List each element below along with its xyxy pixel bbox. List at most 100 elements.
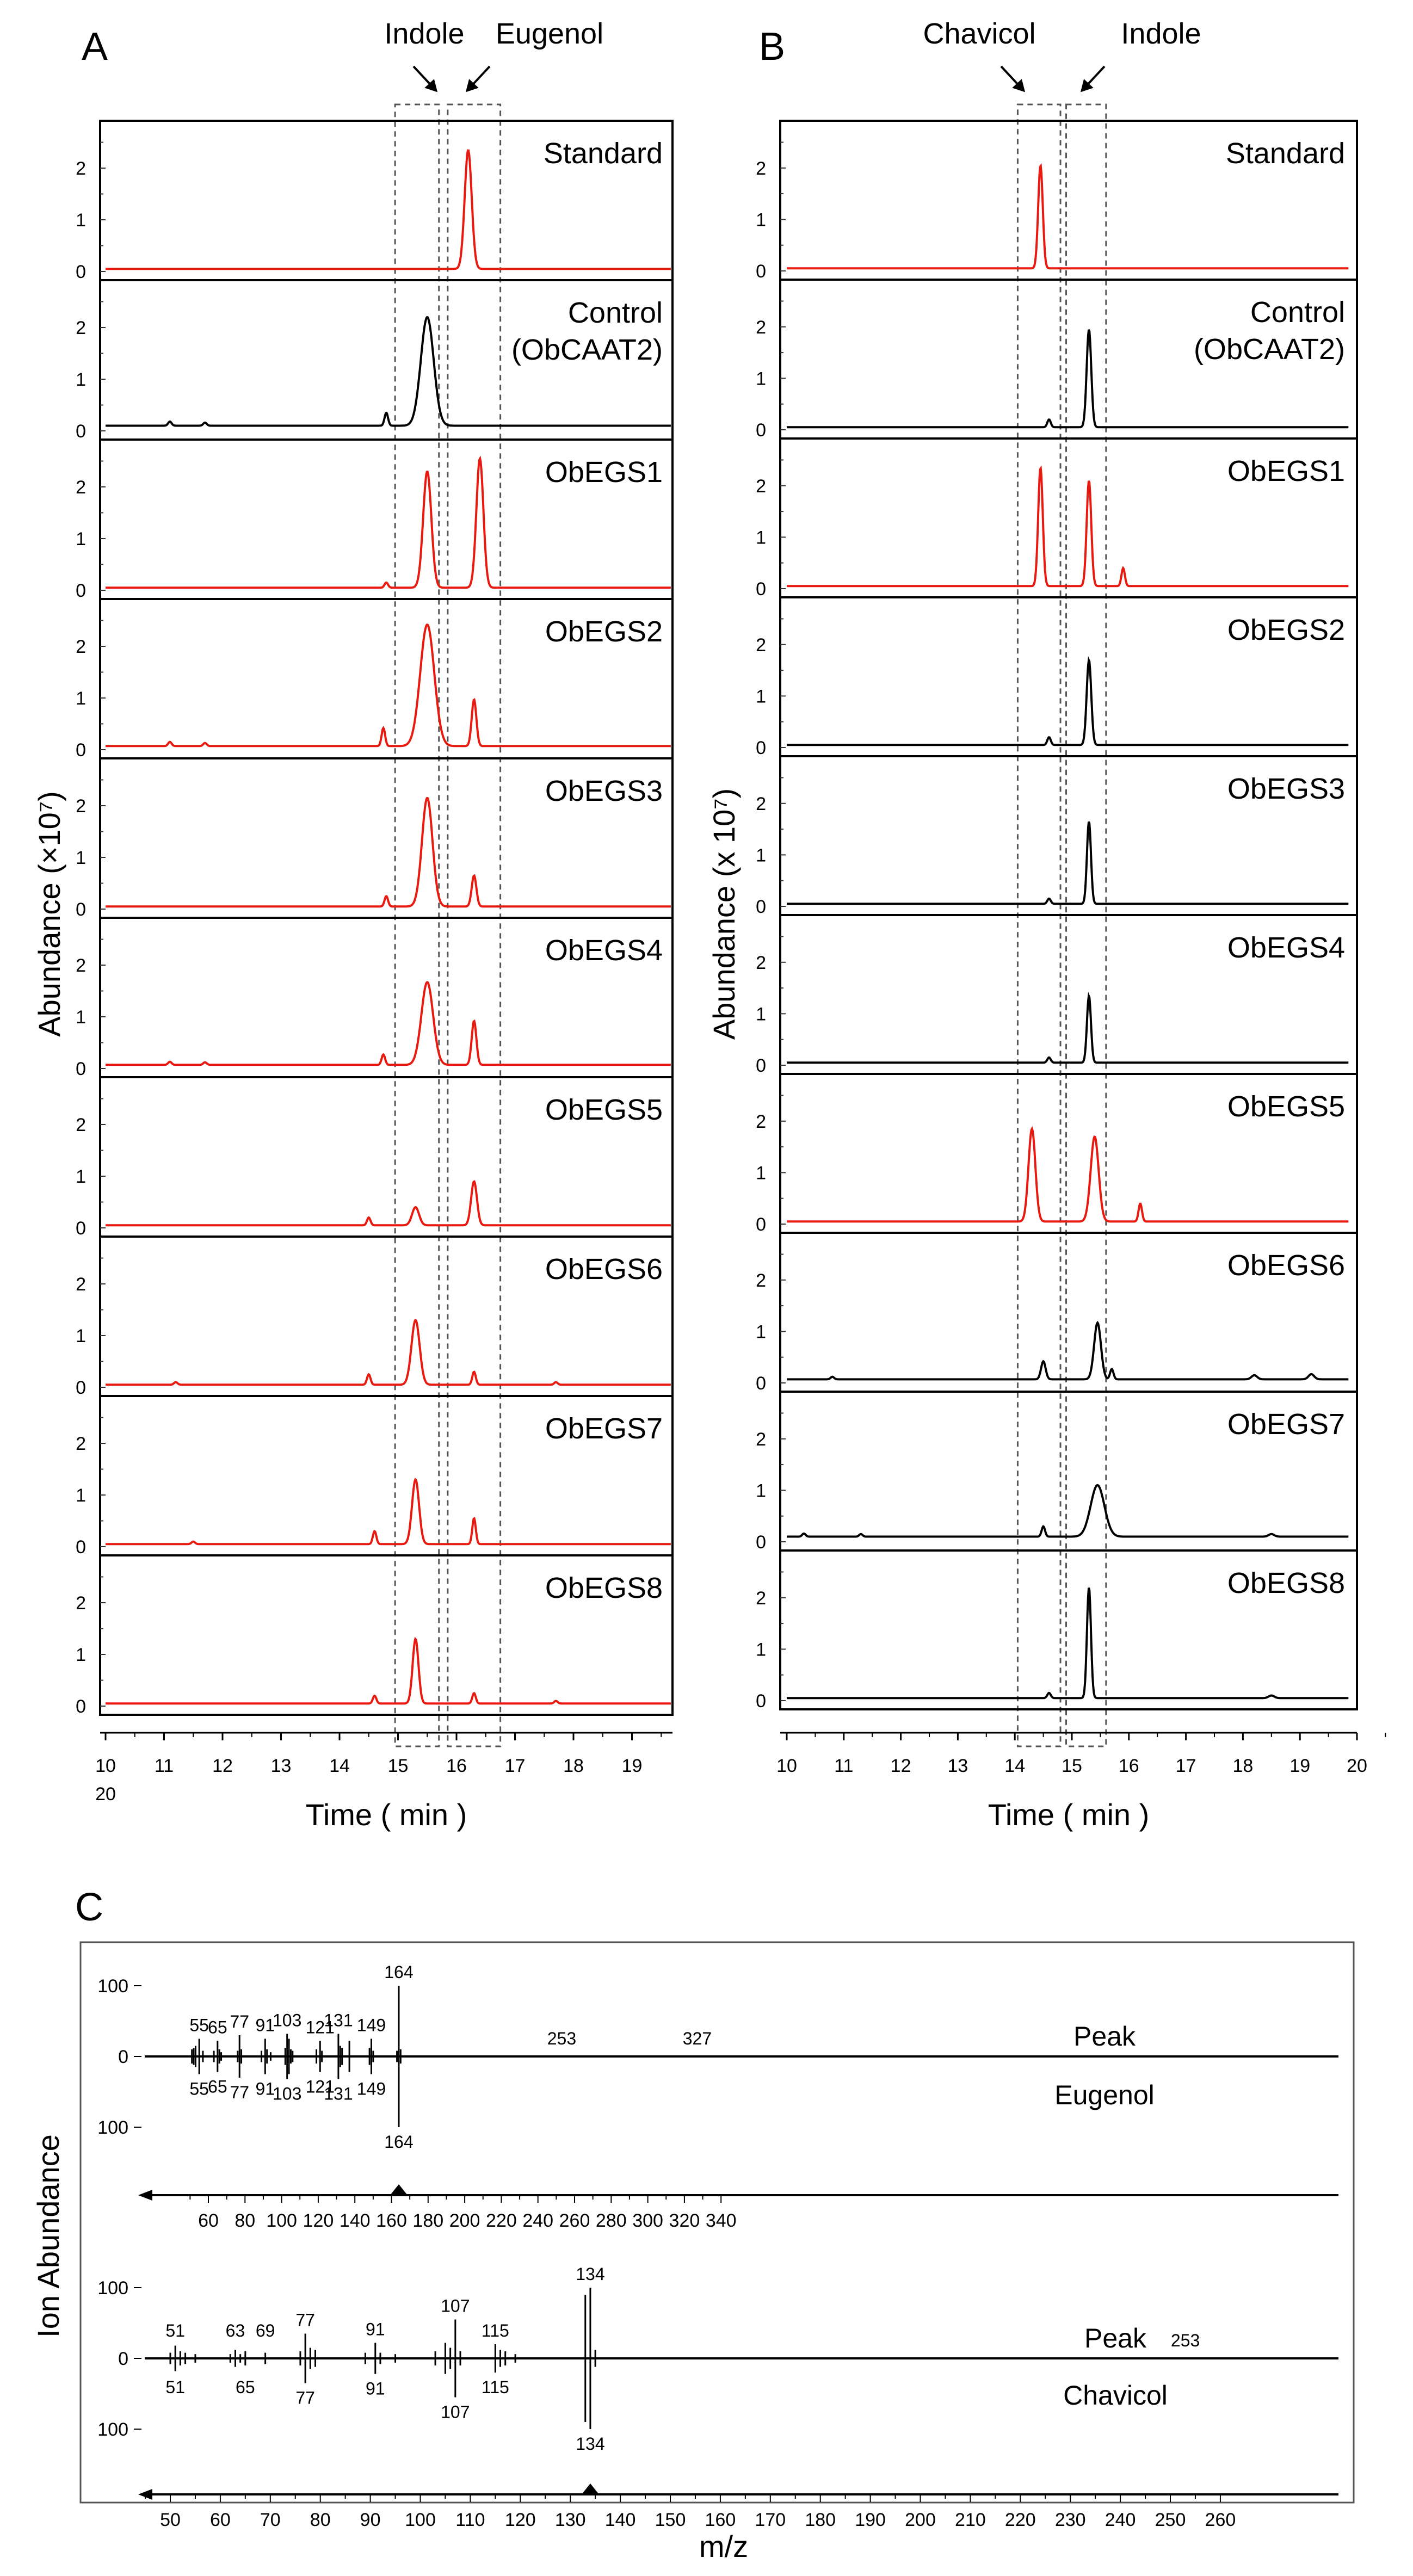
y-tick-label: 0 bbox=[756, 897, 766, 917]
chromatogram-row: 0 1 2 ObEGS6 bbox=[76, 1236, 674, 1398]
y-tick-label: 1 bbox=[756, 1163, 766, 1183]
y-tick-label: 2 bbox=[76, 955, 86, 976]
sample-label: ObEGS7 bbox=[1227, 1408, 1345, 1441]
mz-tick-label: 110 bbox=[455, 2510, 485, 2530]
top-peak-label: 91 bbox=[366, 2319, 385, 2339]
x-tick-label: 20 bbox=[1347, 1756, 1367, 1776]
trace-obegs1 bbox=[787, 465, 1349, 588]
mz-tick-label: 260 bbox=[1205, 2510, 1236, 2530]
mz-tick-label: 90 bbox=[360, 2510, 381, 2530]
x-axis-title: Time ( min ) bbox=[306, 1797, 467, 1832]
y-tick-label: 0 bbox=[756, 261, 766, 282]
trace-obegs7 bbox=[787, 1484, 1349, 1538]
trace-standard bbox=[787, 163, 1349, 270]
callout-label-indole: Indole bbox=[384, 17, 464, 50]
abundance-tick-label: 100 bbox=[97, 2278, 128, 2299]
top-peak-label: 164 bbox=[384, 1962, 413, 1982]
y-tick-label: 0 bbox=[76, 1537, 86, 1558]
chromatogram-row: 0 1 2 ObEGS8 bbox=[76, 1554, 674, 1717]
y-tick-label: 2 bbox=[756, 953, 766, 973]
x-tick-label: 14 bbox=[329, 1756, 350, 1776]
x-tick-label: 19 bbox=[1289, 1756, 1310, 1776]
mz-tick-label: 120 bbox=[303, 2210, 334, 2231]
sample-label: ObEGS6 bbox=[545, 1253, 663, 1286]
y-tick-label: 1 bbox=[756, 1480, 766, 1501]
y-tick-label: 1 bbox=[76, 210, 86, 231]
y-tick-label: 2 bbox=[76, 1274, 86, 1295]
chromatogram-row: 0 1 2 ObEGS3 bbox=[76, 757, 674, 920]
sample-label: ObEGS8 bbox=[1227, 1567, 1345, 1599]
mz-tick-label: 80 bbox=[235, 2210, 255, 2231]
mz-tick-label: 100 bbox=[405, 2510, 436, 2530]
mz-tick-label: 50 bbox=[160, 2510, 181, 2530]
trace-obegs4 bbox=[787, 992, 1349, 1064]
sample-label: ObEGS4 bbox=[1227, 931, 1345, 964]
y-tick-label: 1 bbox=[76, 1166, 86, 1187]
y-tick-label: 0 bbox=[76, 1059, 86, 1079]
mz-tick-label: 60 bbox=[210, 2510, 231, 2530]
trace-standard bbox=[106, 149, 671, 270]
trace-obegs6 bbox=[106, 1318, 671, 1386]
trace-obegs3 bbox=[106, 796, 671, 908]
sample-label: ObEGS8 bbox=[545, 1572, 663, 1604]
callout-arrowhead bbox=[424, 79, 438, 92]
trace-obegs5 bbox=[106, 1180, 671, 1227]
y-tick-label: 0 bbox=[76, 899, 86, 920]
y-tick-label: 0 bbox=[756, 1214, 766, 1235]
trace-obegs8 bbox=[106, 1636, 671, 1705]
chromatogram-row: 0 1 2 ObEGS4 bbox=[756, 914, 1358, 1076]
trace-obegs4 bbox=[106, 981, 671, 1066]
mz-tick-label: 180 bbox=[805, 2510, 836, 2530]
y-tick-label: 1 bbox=[76, 848, 86, 868]
mz-axis-arrow bbox=[138, 2190, 152, 2201]
y-tick-label: 1 bbox=[76, 1326, 86, 1346]
sample-label: ObEGS2 bbox=[545, 615, 663, 648]
mz-tick-label: 250 bbox=[1155, 2510, 1186, 2530]
panel-label-B: B bbox=[759, 25, 785, 69]
time-axis: 10 11 12 13 14 15 16 17 18 19 20 Time ( min ) bbox=[95, 1732, 672, 1832]
panel-label-C: C bbox=[75, 1886, 103, 1929]
chromatogram-row: 0 1 2 Standard bbox=[756, 120, 1358, 282]
x-tick-label: 15 bbox=[388, 1756, 409, 1776]
top-peak-label: 77 bbox=[295, 2311, 315, 2330]
callout-label-indole: Indole bbox=[1121, 17, 1201, 50]
bottom-peak-label: 115 bbox=[482, 2377, 509, 2397]
y-tick-label: 0 bbox=[756, 738, 766, 758]
callout-arrowhead bbox=[1012, 79, 1026, 92]
y-tick-label: 0 bbox=[756, 1532, 766, 1553]
y-tick-label: 0 bbox=[76, 1696, 86, 1717]
y-tick-label: 0 bbox=[756, 1373, 766, 1394]
chromatogram-row: 0 1 2 Control (ObCAAT2) bbox=[76, 279, 674, 442]
y-tick-label: 2 bbox=[76, 158, 86, 179]
trace-obegs2 bbox=[106, 623, 671, 748]
y-tick-label: 0 bbox=[756, 1055, 766, 1076]
x-tick-label: 10 bbox=[776, 1756, 797, 1776]
spectrum-name-top: Peak bbox=[1084, 2323, 1147, 2353]
chromatogram-row: 0 1 2 ObEGS5 bbox=[76, 1076, 674, 1239]
retention-window-indole bbox=[394, 103, 440, 1747]
mz-tick-label: 160 bbox=[705, 2510, 736, 2530]
mz-tick-label: 190 bbox=[855, 2510, 886, 2530]
x-tick-label: 14 bbox=[1004, 1756, 1025, 1776]
y-tick-label: 2 bbox=[76, 1593, 86, 1614]
sample-label: (ObCAAT2) bbox=[1194, 333, 1345, 366]
mz-tick-label: 120 bbox=[505, 2510, 536, 2530]
abundance-tick-label: 100 bbox=[97, 2419, 128, 2440]
y-tick-label: 0 bbox=[76, 1218, 86, 1239]
chromatogram-row: 0 1 2 Standard bbox=[76, 120, 674, 282]
x-tick-label: 16 bbox=[446, 1756, 467, 1776]
x-tick-label: 12 bbox=[891, 1756, 911, 1776]
precursor-marker-icon bbox=[581, 2484, 599, 2494]
top-peak-label: 51 bbox=[165, 2321, 185, 2340]
spectra-frame bbox=[79, 1941, 1355, 2504]
y-tick-label: 1 bbox=[756, 686, 766, 707]
mz-tick-label: 220 bbox=[486, 2210, 517, 2231]
top-peak-label: 91 bbox=[256, 2016, 275, 2035]
panel-label-A: A bbox=[82, 25, 108, 69]
x-tick-label: 18 bbox=[563, 1756, 584, 1776]
sample-label: ObEGS2 bbox=[1227, 614, 1345, 646]
top-peak-label: 107 bbox=[441, 2296, 470, 2316]
sample-label: Control bbox=[1250, 296, 1345, 329]
x-axis-title: Time ( min ) bbox=[988, 1797, 1150, 1832]
